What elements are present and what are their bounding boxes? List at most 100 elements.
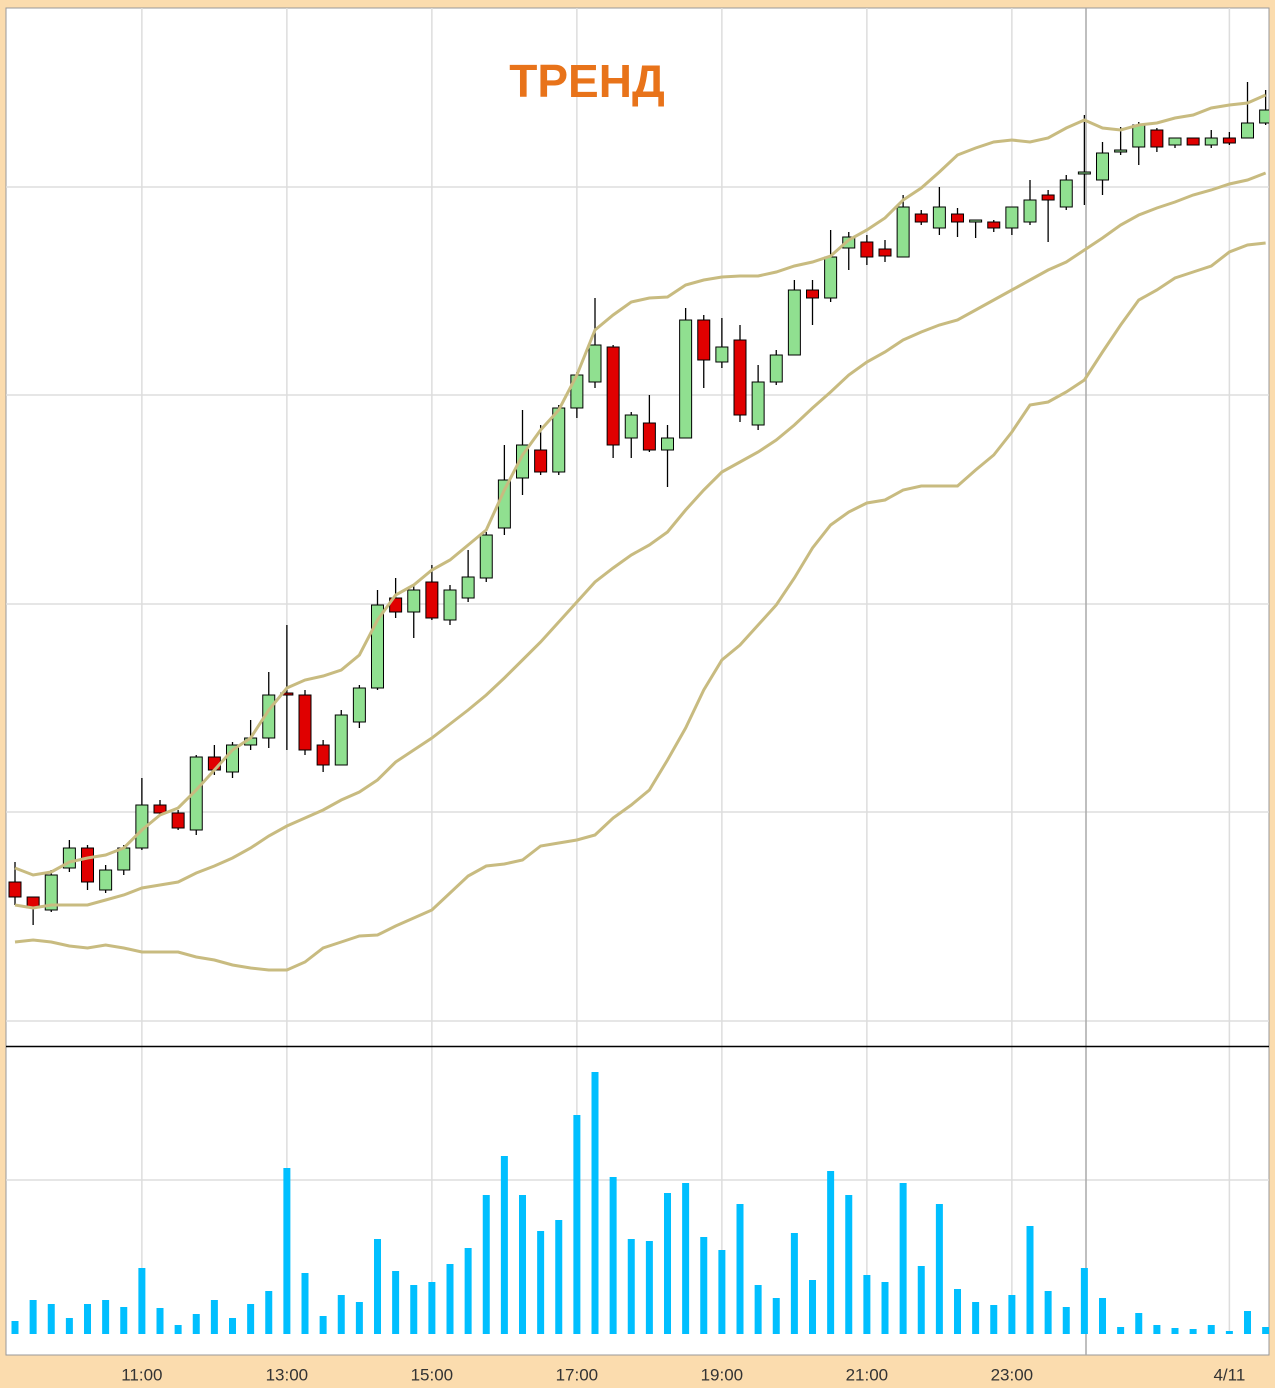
candle-body: [733, 339, 747, 416]
volume-bar: [1171, 1328, 1179, 1334]
volume-bar: [1062, 1307, 1070, 1334]
candle-body: [534, 449, 548, 473]
candle-body: [298, 694, 312, 751]
volume-bar: [65, 1318, 73, 1334]
candle-body: [1096, 152, 1110, 181]
candle-body: [99, 869, 113, 891]
volume-bar: [138, 1268, 146, 1334]
candle-body: [1041, 194, 1055, 201]
candle-body: [8, 881, 22, 898]
volume-bar: [809, 1280, 817, 1334]
candle-body: [461, 576, 475, 599]
volume-bar: [917, 1266, 925, 1334]
x-tick-label: 4/11: [1213, 1365, 1245, 1384]
candle-body: [642, 422, 656, 451]
candle-body: [588, 344, 602, 383]
volume-bar: [609, 1177, 617, 1334]
candle-body: [189, 756, 203, 831]
volume-bar: [392, 1271, 400, 1334]
volume-bar: [11, 1321, 19, 1334]
candle-body: [751, 381, 765, 426]
chart-title: ТРЕНД: [509, 55, 664, 107]
candle-body: [117, 847, 131, 871]
volume-bar: [935, 1204, 943, 1334]
volume-bar: [229, 1318, 237, 1334]
volume-bar: [573, 1115, 581, 1334]
candle-body: [679, 319, 693, 439]
candle-body: [697, 319, 711, 361]
candle-body: [661, 437, 675, 451]
volume-bar: [464, 1248, 472, 1334]
band-line: [14, 171, 1267, 910]
candle-body: [787, 289, 801, 356]
volume-bar: [337, 1295, 345, 1334]
volume-bar: [1225, 1331, 1233, 1334]
candle-body: [1150, 129, 1164, 148]
volume-bar: [1026, 1226, 1034, 1334]
x-tick-label: 21:00: [846, 1365, 889, 1384]
volume-bar: [519, 1195, 527, 1334]
candle-body: [334, 714, 348, 766]
candle-body: [951, 213, 965, 223]
candle-body: [407, 589, 421, 613]
volume-bar: [265, 1291, 273, 1334]
volume-bar: [845, 1195, 853, 1334]
candle-body: [153, 804, 167, 814]
candle-body: [896, 206, 910, 258]
volume-bar: [301, 1273, 309, 1334]
candle-body: [824, 256, 838, 299]
volume-bar: [1080, 1268, 1088, 1334]
x-tick-label: 19:00: [701, 1365, 744, 1384]
candle-body: [932, 206, 946, 229]
volume-bar: [537, 1231, 545, 1334]
volume-bar: [47, 1304, 55, 1334]
candle-body: [1132, 124, 1146, 148]
volume-bar: [954, 1289, 962, 1334]
volume-bar: [319, 1316, 327, 1334]
candle-body: [624, 414, 638, 439]
volume-bar: [283, 1168, 291, 1334]
plot-background: [5, 7, 1270, 1356]
volume-bar: [192, 1314, 200, 1334]
x-tick-label: 11:00: [121, 1365, 162, 1384]
candle-body: [860, 241, 874, 258]
candle-body: [352, 687, 366, 723]
volume-bar: [591, 1072, 599, 1334]
volume-bar: [790, 1233, 798, 1334]
candle-body: [81, 847, 95, 883]
volume-bar: [863, 1275, 871, 1334]
volume-bar: [29, 1300, 37, 1334]
volume-bar: [736, 1204, 744, 1334]
candle-body: [443, 589, 457, 621]
volume-bar: [682, 1183, 690, 1334]
candle-body: [1241, 122, 1255, 139]
volume-bar: [881, 1282, 889, 1334]
band-line: [14, 241, 1266, 972]
volume-bar: [1207, 1325, 1215, 1334]
volume-bar: [1135, 1313, 1143, 1334]
candle-body: [1077, 171, 1091, 175]
volume-bar: [355, 1302, 363, 1334]
volume-bar: [84, 1304, 92, 1334]
volume-bar: [1189, 1329, 1197, 1334]
volume-bar: [645, 1241, 653, 1334]
candle-body: [1259, 109, 1269, 124]
candle-body: [552, 407, 566, 473]
candle-body: [769, 354, 783, 383]
volume-bar: [1099, 1298, 1107, 1334]
candle-body: [44, 874, 58, 911]
candle-body: [171, 812, 185, 829]
volume-bar: [754, 1285, 762, 1334]
volume-bar: [772, 1298, 780, 1334]
volume-bar: [1153, 1325, 1161, 1334]
candle-body: [479, 534, 493, 579]
volume-bar: [446, 1264, 454, 1334]
x-tick-label: 17:00: [556, 1365, 599, 1384]
candle-body: [606, 346, 620, 446]
volume-bar: [664, 1193, 672, 1334]
volume-bar: [899, 1183, 907, 1334]
volume-bar: [1262, 1327, 1269, 1334]
x-tick-label: 23:00: [991, 1365, 1034, 1384]
candle-body: [842, 236, 856, 249]
